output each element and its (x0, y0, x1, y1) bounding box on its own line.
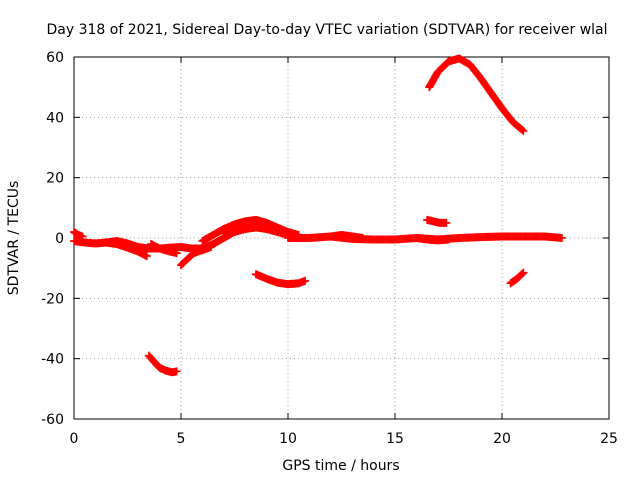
data-point (518, 269, 527, 278)
data-point (301, 276, 310, 285)
data-point (358, 234, 367, 242)
chart-title: Day 318 of 2021, Sidereal Day-to-day VTE… (46, 22, 607, 38)
data-point (273, 224, 282, 233)
y-tick-label: -40 (41, 352, 64, 368)
data-points (70, 54, 566, 377)
series-s9 (284, 232, 566, 244)
x-tick-label: 5 (177, 431, 186, 447)
data-point (172, 249, 181, 258)
x-tick-label: 10 (279, 431, 297, 447)
y-tick-label: 40 (46, 110, 64, 126)
x-tick-label: 25 (600, 431, 618, 447)
data-point (442, 218, 451, 227)
series-s15 (425, 54, 528, 135)
series-s2 (70, 227, 87, 241)
data-point (172, 367, 181, 376)
series-s12 (423, 215, 451, 227)
series-s3 (102, 238, 151, 261)
series-s14 (251, 270, 310, 289)
y-tick-label: 60 (46, 50, 64, 66)
series-s10 (326, 230, 367, 242)
data-point (519, 126, 528, 135)
series-s16 (506, 268, 528, 288)
series-s4 (147, 240, 181, 258)
y-tick-label: 0 (55, 231, 64, 247)
data-point (142, 252, 151, 261)
x-tick-label: 0 (70, 431, 79, 447)
y-tick-label: -20 (41, 291, 64, 307)
series-s11 (412, 234, 453, 245)
x-axis-label: GPS time / hours (282, 458, 399, 474)
y-axis: -60 -40 -20 0 20 40 60 (41, 50, 609, 428)
y-axis-label: SDTVAR / TECUs (6, 181, 22, 296)
series-s13 (144, 351, 181, 377)
y-tick-label: -60 (41, 412, 64, 428)
y-tick-label: 20 (46, 171, 64, 187)
data-point (444, 235, 453, 244)
data-point (518, 126, 527, 135)
data-point (557, 234, 566, 242)
x-tick-label: 15 (386, 431, 404, 447)
series-s8 (219, 218, 282, 238)
data-point (78, 232, 87, 241)
data-point (519, 268, 528, 277)
x-axis: 0 5 10 15 20 25 (70, 57, 618, 447)
x-tick-label: 20 (493, 431, 511, 447)
